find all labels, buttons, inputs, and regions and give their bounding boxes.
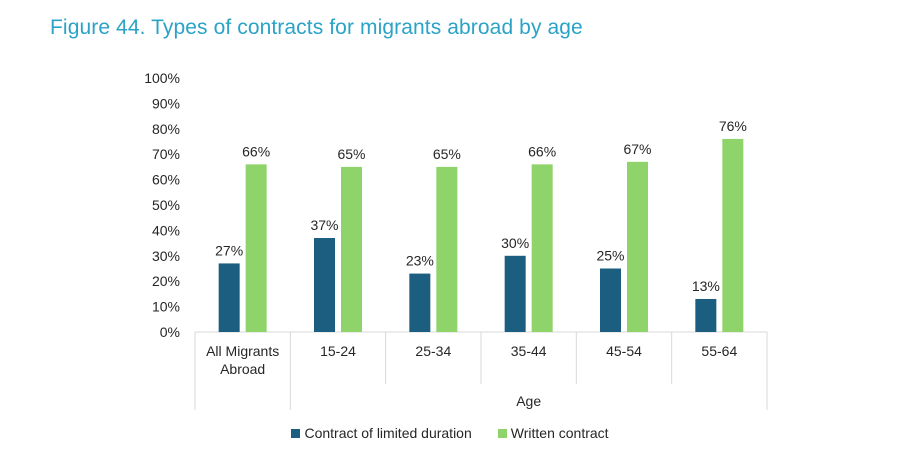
bar-written (531, 164, 553, 332)
data-label: 30% (501, 235, 529, 251)
legend-label-limited: Contract of limited duration (304, 425, 472, 441)
figure-title: Figure 44. Types of contracts for migran… (50, 16, 583, 39)
y-tick-label: 100% (144, 70, 180, 86)
y-tick-label: 90% (152, 95, 180, 111)
x-axis-group-label: Age (516, 393, 541, 409)
x-tick-label: 25-34 (415, 343, 451, 359)
legend-label-written: Written contract (510, 425, 609, 441)
y-tick-label: 20% (152, 273, 180, 289)
x-tick-label: 45-54 (606, 343, 642, 359)
data-label: 76% (719, 118, 747, 134)
data-label: 67% (623, 141, 651, 157)
data-label: 27% (215, 242, 243, 258)
bar-limited (409, 273, 431, 332)
bar-limited (600, 268, 621, 332)
data-label: 66% (242, 143, 270, 159)
y-tick-label: 30% (152, 248, 180, 264)
bar-written (722, 138, 744, 332)
chart-legend: Contract of limited duration Written con… (0, 425, 900, 441)
data-label: 25% (596, 248, 624, 264)
legend-item-written: Written contract (497, 425, 609, 441)
legend-swatch-limited (291, 428, 301, 438)
x-tick-label: All Migrants (206, 343, 279, 359)
bar-written (627, 161, 648, 332)
bar-limited (218, 263, 240, 332)
y-tick-label: 60% (152, 172, 180, 188)
data-label: 65% (433, 146, 461, 162)
legend-swatch-written (497, 428, 507, 438)
bar-limited (504, 255, 526, 332)
y-tick-label: 80% (152, 121, 180, 137)
data-label: 65% (337, 146, 365, 162)
bar-written (245, 164, 267, 332)
x-tick-label: 15-24 (320, 343, 356, 359)
bar-limited (314, 238, 335, 332)
y-tick-label: 70% (152, 146, 180, 162)
y-tick-label: 40% (152, 222, 180, 238)
x-tick-label: Abroad (220, 361, 265, 377)
bar-limited (695, 298, 717, 332)
data-label: 66% (528, 143, 556, 159)
x-tick-label: 55-64 (701, 343, 737, 359)
y-tick-label: 50% (152, 197, 180, 213)
data-label: 13% (692, 278, 720, 294)
y-tick-label: 0% (160, 324, 180, 340)
bar-written (341, 166, 362, 332)
data-label: 37% (310, 217, 338, 233)
bar-written (436, 166, 458, 332)
y-tick-label: 10% (152, 299, 180, 315)
legend-item-limited: Contract of limited duration (291, 425, 472, 441)
x-tick-label: 35-44 (511, 343, 547, 359)
data-label: 23% (406, 253, 434, 269)
